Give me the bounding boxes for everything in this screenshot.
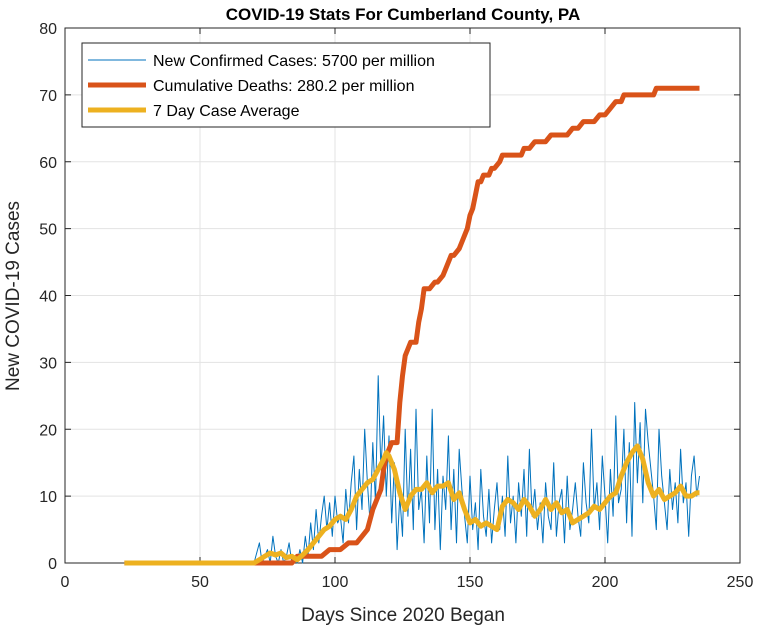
tick-labels: 0 50 100 150 200 250 0 10 20 30 40 50 60 70 80	[39, 21, 753, 591]
y-tick-label: 0	[48, 556, 57, 573]
y-tick-label: 20	[39, 422, 57, 439]
series-line-3	[124, 443, 700, 566]
y-tick-label: 40	[39, 289, 57, 306]
y-tick-label: 50	[39, 222, 57, 239]
legend: New Confirmed Cases: 5700 per million Cum…	[81, 42, 491, 128]
chart-title: COVID-19 Stats For Cumberland County, PA	[226, 5, 581, 24]
legend-box	[81, 42, 491, 128]
x-tick-label: 0	[61, 574, 70, 591]
x-tick-label: 100	[322, 574, 349, 591]
x-tick-label: 150	[457, 574, 484, 591]
x-axis-label: Days Since 2020 Began	[301, 605, 505, 626]
y-tick-label: 70	[39, 88, 57, 105]
y-tick-label: 30	[39, 355, 57, 372]
y-tick-label: 60	[39, 155, 57, 172]
series-lines	[124, 85, 700, 566]
x-tick-label: 250	[727, 574, 754, 591]
x-tick-label: 50	[191, 574, 209, 591]
y-axis-label: New COVID-19 Cases	[3, 201, 24, 391]
y-tick-label: 10	[39, 489, 57, 506]
legend-label: New Confirmed Cases: 5700 per million	[153, 53, 435, 70]
series-line-2	[124, 85, 700, 566]
y-tick-label: 80	[39, 21, 57, 38]
x-tick-label: 200	[592, 574, 619, 591]
axes	[64, 27, 741, 564]
legend-label: 7 Day Case Average	[153, 103, 300, 120]
series-line-1	[124, 375, 700, 564]
legend-label: Cumulative Deaths: 280.2 per million	[153, 78, 414, 95]
